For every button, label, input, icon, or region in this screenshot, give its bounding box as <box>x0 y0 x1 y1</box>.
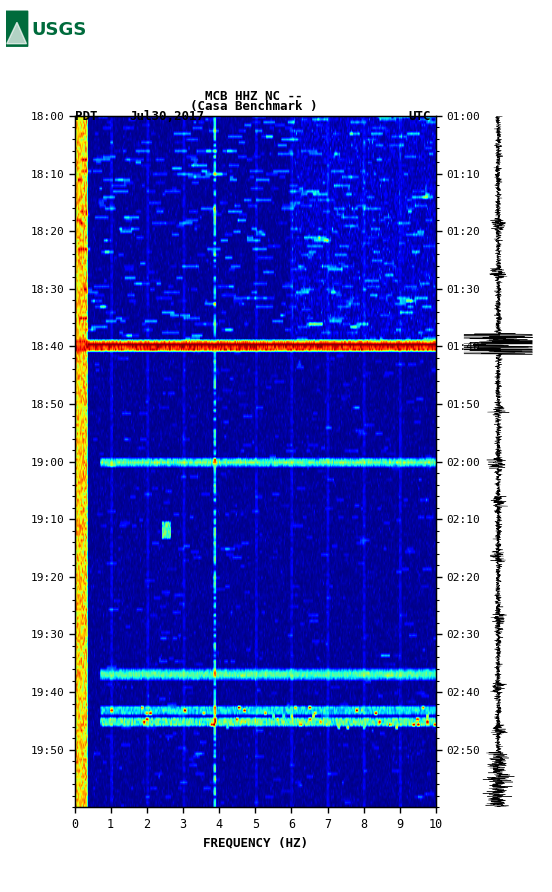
X-axis label: FREQUENCY (HZ): FREQUENCY (HZ) <box>203 836 308 849</box>
Text: USGS: USGS <box>31 21 86 38</box>
Text: (Casa Benchmark ): (Casa Benchmark ) <box>190 100 317 113</box>
Text: Jul30,2017: Jul30,2017 <box>130 110 205 123</box>
Text: PDT: PDT <box>75 110 97 123</box>
Text: UTC: UTC <box>408 110 431 123</box>
FancyBboxPatch shape <box>5 11 28 47</box>
Text: MCB HHZ NC --: MCB HHZ NC -- <box>205 89 302 103</box>
Polygon shape <box>7 22 26 44</box>
